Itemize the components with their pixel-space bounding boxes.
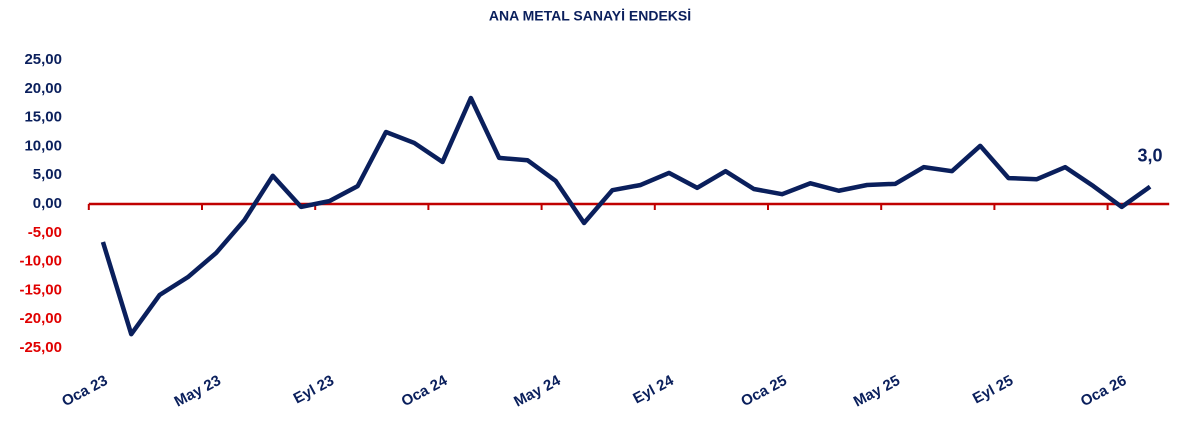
x-tick-label: Oca 23 <box>59 372 110 410</box>
y-tick-label: 15,00 <box>24 109 62 126</box>
x-tick-label: Eyl 23 <box>291 372 337 407</box>
x-tick-label: Oca 26 <box>1078 372 1129 410</box>
y-tick-label: -10,00 <box>19 253 62 270</box>
y-tick-label: 0,00 <box>33 195 62 212</box>
x-tick-label: Oca 25 <box>738 372 789 410</box>
line-series <box>100 95 1152 337</box>
chart-title: ANA METAL SANAYİ ENDEKSİ <box>489 8 691 24</box>
y-tick-label: -15,00 <box>19 281 62 298</box>
x-tick-label: May 24 <box>511 372 564 411</box>
x-tick-label: Eyl 24 <box>630 372 677 408</box>
x-tick-label: Eyl 25 <box>970 372 1016 407</box>
y-tick-label: -25,00 <box>19 339 62 356</box>
y-tick-label: 10,00 <box>24 137 62 154</box>
x-tick-label: May 25 <box>851 372 903 411</box>
data-label: 3,0 <box>1138 145 1163 165</box>
y-tick-label: 25,00 <box>24 51 62 68</box>
y-tick-label: -20,00 <box>19 310 62 327</box>
x-tick-label: May 23 <box>172 372 224 411</box>
y-tick-label: -5,00 <box>28 224 62 241</box>
y-tick-label: 20,00 <box>24 80 62 97</box>
y-tick-label: 5,00 <box>33 166 62 183</box>
x-tick-label: Oca 24 <box>399 372 451 410</box>
